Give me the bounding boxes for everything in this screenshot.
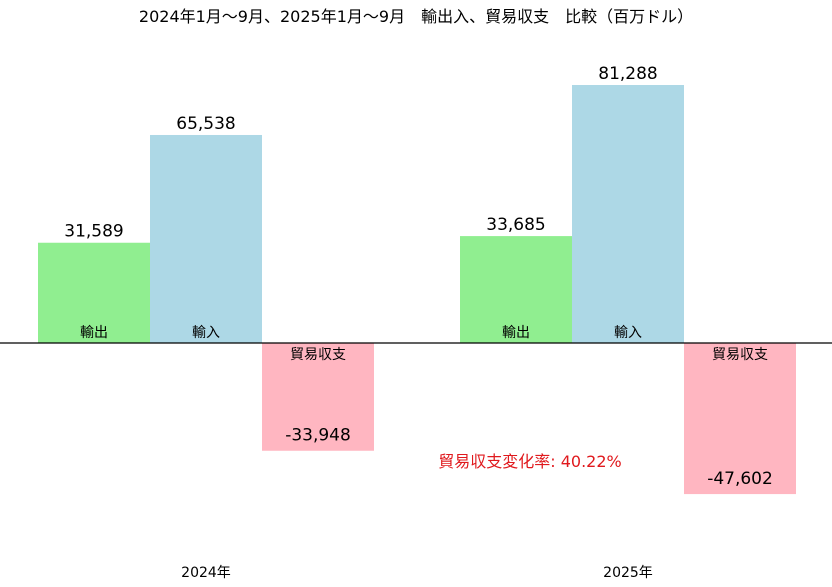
series-label: 貿易収支: [290, 347, 346, 363]
bar-exports-2024: [38, 242, 150, 343]
value-label: 65,538: [176, 114, 235, 134]
bar-trade-balance-2024: [262, 343, 374, 451]
bar-imports-2025: [572, 85, 684, 343]
series-label: 輸出: [80, 325, 108, 341]
value-label: 31,589: [64, 222, 123, 242]
category-label: 2025年: [603, 565, 653, 581]
value-label: -47,602: [707, 469, 773, 489]
trade-balance-change-annotation: 貿易収支変化率: 40.22%: [438, 452, 622, 471]
category-labels: 2024年 2025年: [181, 565, 653, 581]
category-label: 2024年: [181, 565, 231, 581]
series-label: 輸入: [614, 325, 642, 341]
series-label: 輸出: [502, 325, 530, 341]
series-label: 輸入: [192, 325, 220, 341]
value-label: 81,288: [598, 64, 657, 84]
chart-title: 2024年1月～9月、2025年1月～9月 輸出入、貿易収支 比較（百万ドル）: [139, 7, 693, 26]
value-label: -33,948: [285, 426, 351, 446]
series-label: 貿易収支: [712, 347, 768, 363]
bar-imports-2024: [150, 134, 262, 343]
value-label: 33,685: [486, 215, 545, 235]
bar-trade-balance-2025: [684, 343, 796, 495]
bars-group: 31,589 輸出 65,538 輸入 -33,948 貿易収支 33,685 輸出 81,28…: [38, 64, 796, 495]
bar-exports-2025: [460, 236, 572, 343]
